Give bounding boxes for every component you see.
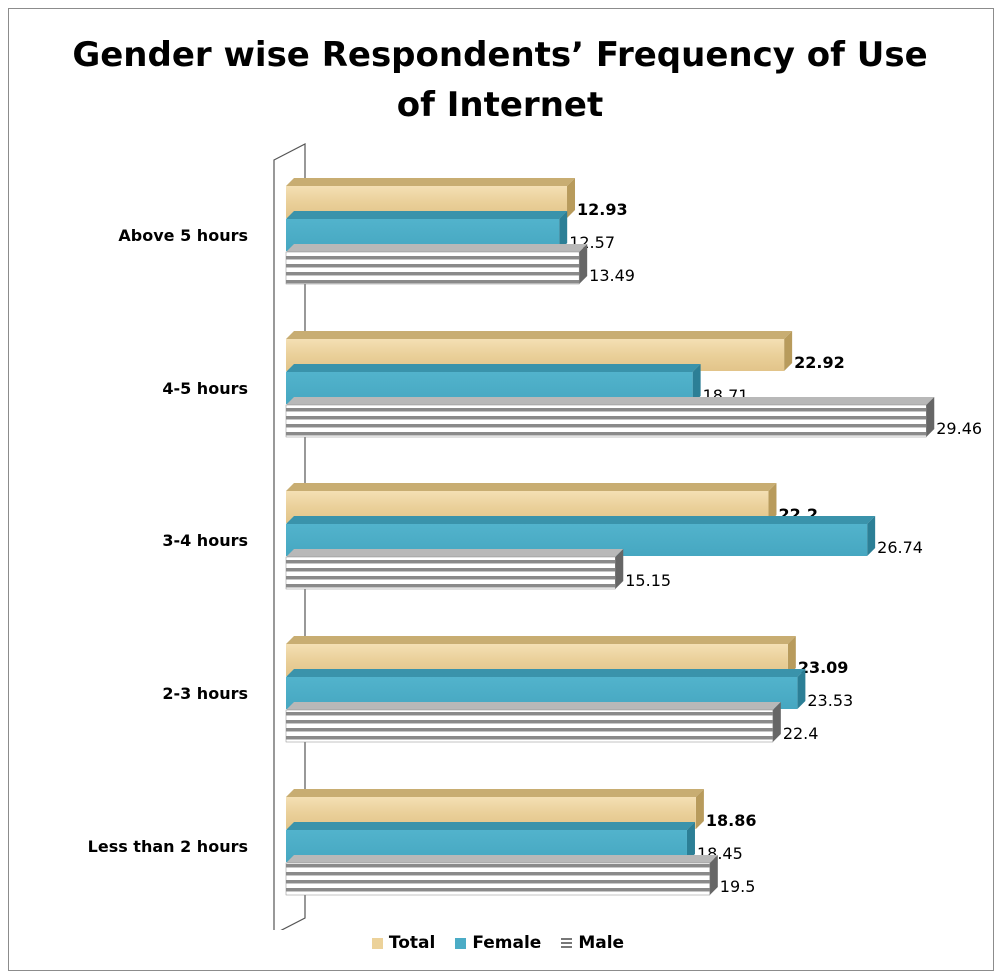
data-label: 18.86 [706, 811, 757, 830]
category-label: 4-5 hours [162, 379, 248, 398]
bar-side-face [579, 244, 588, 284]
category-labels: Above 5 hours 4-5 hours 3-4 hours 2-3 hours… [88, 226, 248, 856]
bar-side-face [926, 397, 935, 437]
data-label: 22.4 [783, 724, 819, 743]
legend-swatch-male [561, 937, 573, 949]
data-label: 23.09 [798, 658, 849, 677]
bar-top-face [286, 822, 695, 830]
data-label: 19.5 [720, 877, 756, 896]
bar-top-face [286, 789, 704, 797]
bar-top-face [286, 397, 935, 405]
data-label: 22.92 [794, 353, 845, 372]
bars-group: 12.9312.5713.4922.9218.7129.4622.226.741… [285, 178, 982, 896]
category-label: 2-3 hours [162, 684, 248, 703]
data-label: 15.15 [625, 571, 671, 590]
bar-male [285, 556, 616, 590]
bar-side-face [686, 822, 695, 862]
legend-item-total: Total [371, 933, 436, 953]
bar-top-face [286, 702, 781, 710]
bar-top-face [286, 636, 796, 644]
category-label: Less than 2 hours [88, 837, 248, 856]
bar-side-face [784, 331, 793, 371]
bar-side-face [709, 855, 718, 895]
legend-label-male: Male [578, 933, 625, 953]
bar-side-face [772, 702, 781, 742]
bar-top-face [286, 364, 701, 372]
bar-side-face [559, 211, 568, 251]
bar-male [285, 251, 580, 285]
bar-male [285, 862, 711, 896]
data-label: 12.93 [577, 200, 628, 219]
category-label: 3-4 hours [162, 531, 248, 550]
bar-side-face [695, 789, 704, 829]
bar-chart: 12.9312.5713.4922.9218.7129.4622.226.741… [88, 143, 982, 930]
legend-swatch-female [455, 937, 467, 949]
bar-male [285, 404, 927, 438]
bar-top-face [286, 331, 793, 339]
bar-side-face [797, 669, 806, 709]
category-label: Above 5 hours [118, 226, 248, 245]
bar-top-face [286, 549, 624, 557]
chart-title: Gender wise Respondents’ Frequency of Us… [72, 35, 928, 125]
bar-male [285, 709, 774, 743]
data-label: 23.53 [807, 691, 853, 710]
data-label: 29.46 [936, 419, 982, 438]
bar-top-face [286, 855, 718, 863]
data-label: 26.74 [877, 538, 923, 557]
data-label: 13.49 [589, 266, 635, 285]
bar-top-face [286, 483, 777, 491]
bar-side-face [768, 483, 777, 523]
legend-label-total: Total [388, 933, 436, 953]
bar-top-face [286, 211, 568, 219]
bar-top-face [286, 244, 588, 252]
bar-side-face [615, 549, 624, 589]
legend-swatch-total [371, 937, 383, 949]
bar-side-face [567, 178, 576, 218]
legend-item-female: Female [455, 933, 541, 953]
bar-side-face [867, 516, 876, 556]
bar-side-face [787, 636, 796, 676]
bar-top-face [286, 669, 806, 677]
legend-item-male: Male [561, 933, 624, 953]
bar-side-face [692, 364, 701, 404]
legend: Total Female Male [0, 933, 996, 953]
bar-top-face [286, 516, 876, 524]
legend-label-female: Female [472, 933, 542, 953]
bar-top-face [286, 178, 576, 186]
